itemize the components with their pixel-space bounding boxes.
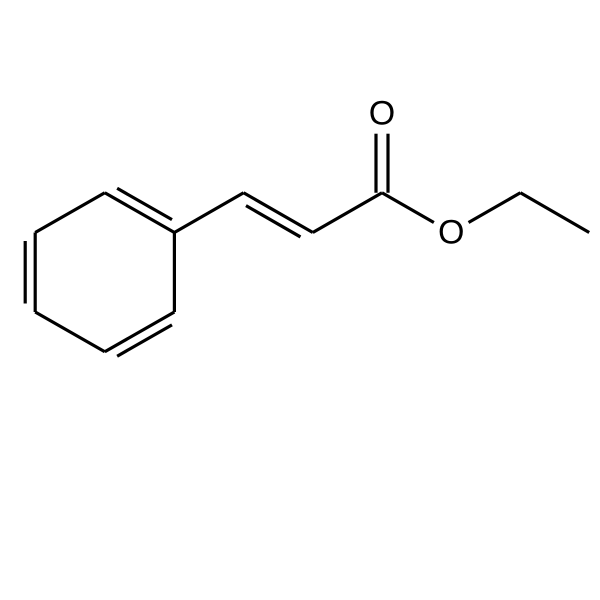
molecule-diagram: OO bbox=[0, 0, 600, 600]
bond-line bbox=[469, 193, 521, 223]
bond-line bbox=[313, 193, 382, 233]
atom-label: O bbox=[369, 95, 395, 133]
bond-line bbox=[174, 193, 243, 233]
atom-label: O bbox=[438, 214, 464, 252]
bond-line bbox=[520, 193, 589, 233]
bond-line bbox=[244, 193, 313, 233]
bond-line bbox=[382, 193, 434, 223]
bond-line bbox=[105, 312, 175, 352]
bond-line bbox=[105, 193, 175, 233]
bond-line bbox=[35, 312, 105, 352]
bond-line bbox=[35, 193, 105, 233]
